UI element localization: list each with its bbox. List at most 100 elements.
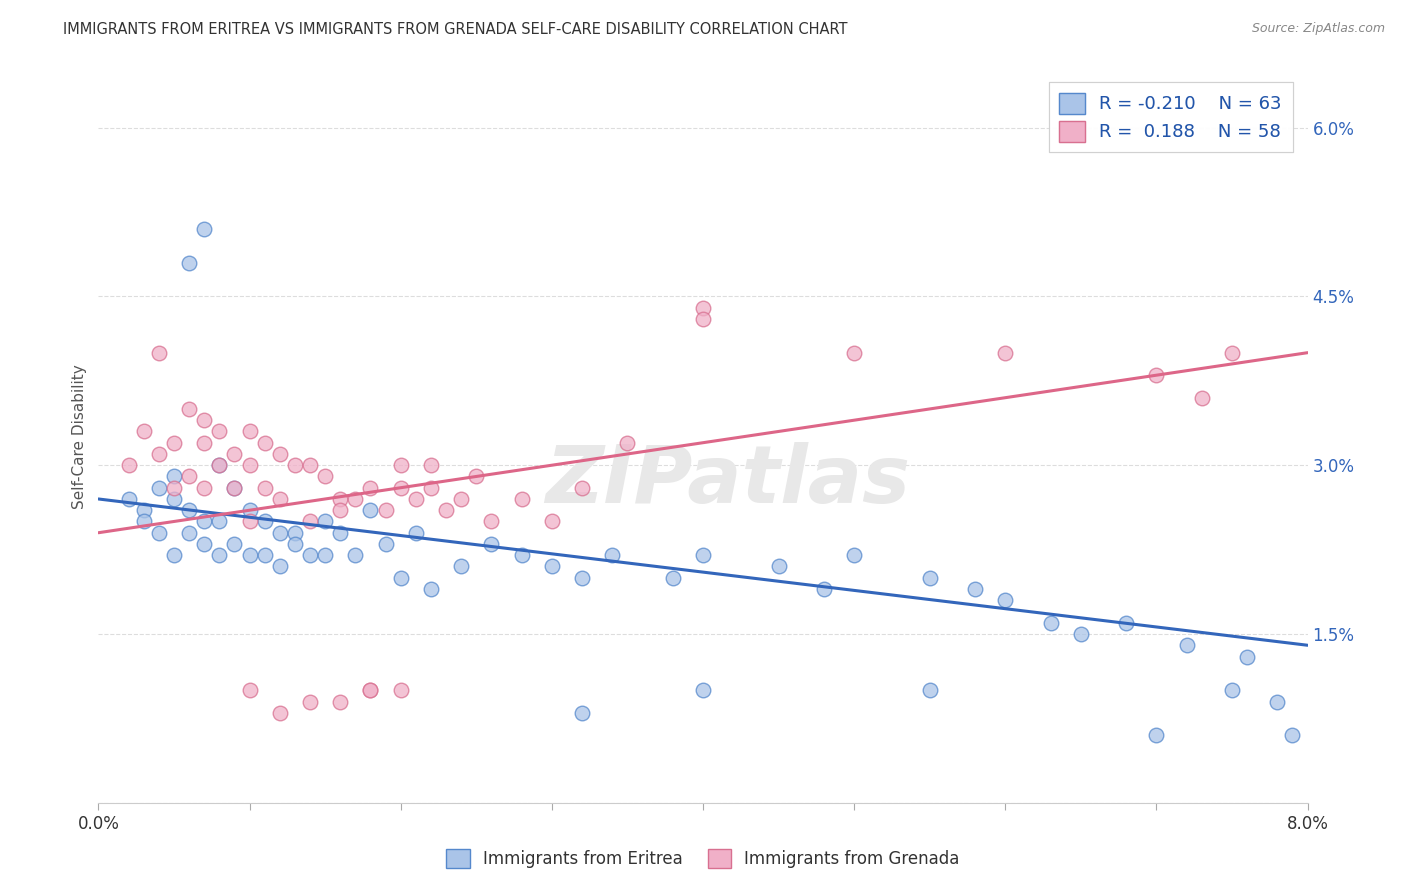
Point	[253, 515, 276, 529]
Point	[329, 491, 352, 506]
Point	[148, 447, 170, 461]
Point	[239, 503, 262, 517]
Point	[1115, 615, 1137, 630]
Point	[179, 503, 201, 517]
Point	[1281, 728, 1303, 742]
Point	[148, 525, 170, 540]
Point	[994, 593, 1017, 607]
Point	[1236, 649, 1258, 664]
Point	[299, 548, 322, 562]
Point	[844, 548, 866, 562]
Point	[571, 571, 593, 585]
Y-axis label: Self-Care Disability: Self-Care Disability	[72, 365, 87, 509]
Point	[163, 481, 186, 495]
Point	[132, 425, 155, 439]
Point	[965, 582, 987, 596]
Point	[118, 491, 141, 506]
Point	[208, 548, 231, 562]
Point	[208, 515, 231, 529]
Point	[465, 469, 488, 483]
Point	[813, 582, 835, 596]
Point	[193, 537, 215, 551]
Point	[374, 537, 396, 551]
Point	[661, 571, 683, 585]
Point	[239, 425, 262, 439]
Point	[1175, 638, 1198, 652]
Point	[148, 345, 170, 359]
Point	[299, 515, 322, 529]
Point	[510, 491, 533, 506]
Point	[314, 548, 336, 562]
Point	[163, 548, 186, 562]
Legend: R = -0.210    N = 63, R =  0.188    N = 58: R = -0.210 N = 63, R = 0.188 N = 58	[1049, 82, 1292, 153]
Point	[253, 548, 276, 562]
Point	[208, 425, 231, 439]
Point	[481, 515, 503, 529]
Point	[389, 481, 412, 495]
Point	[616, 435, 638, 450]
Point	[239, 548, 262, 562]
Point	[329, 503, 352, 517]
Point	[224, 481, 246, 495]
Point	[344, 491, 367, 506]
Text: IMMIGRANTS FROM ERITREA VS IMMIGRANTS FROM GRENADA SELF-CARE DISABILITY CORRELAT: IMMIGRANTS FROM ERITREA VS IMMIGRANTS FR…	[63, 22, 848, 37]
Point	[389, 458, 412, 473]
Point	[239, 683, 262, 698]
Point	[269, 525, 291, 540]
Point	[420, 481, 443, 495]
Point	[571, 481, 593, 495]
Point	[224, 447, 246, 461]
Point	[360, 683, 382, 698]
Point	[253, 435, 276, 450]
Point	[692, 548, 714, 562]
Point	[1146, 728, 1168, 742]
Point	[571, 706, 593, 720]
Text: Source: ZipAtlas.com: Source: ZipAtlas.com	[1251, 22, 1385, 36]
Point	[450, 491, 472, 506]
Point	[1220, 345, 1243, 359]
Point	[118, 458, 141, 473]
Point	[163, 491, 186, 506]
Point	[193, 481, 215, 495]
Point	[1220, 683, 1243, 698]
Point	[329, 694, 352, 708]
Point	[389, 683, 412, 698]
Point	[602, 548, 624, 562]
Point	[918, 571, 941, 585]
Point	[434, 503, 457, 517]
Point	[239, 515, 262, 529]
Point	[253, 481, 276, 495]
Point	[692, 301, 714, 315]
Point	[374, 503, 396, 517]
Point	[360, 481, 382, 495]
Point	[224, 481, 246, 495]
Point	[450, 559, 472, 574]
Point	[193, 515, 215, 529]
Point	[1070, 627, 1092, 641]
Point	[269, 706, 291, 720]
Point	[269, 559, 291, 574]
Point	[193, 435, 215, 450]
Text: ZIPatlas: ZIPatlas	[544, 442, 910, 520]
Point	[405, 491, 427, 506]
Point	[329, 525, 352, 540]
Point	[994, 345, 1017, 359]
Point	[314, 469, 336, 483]
Point	[299, 694, 322, 708]
Point	[224, 537, 246, 551]
Point	[360, 503, 382, 517]
Point	[179, 469, 201, 483]
Point	[163, 469, 186, 483]
Point	[179, 401, 201, 416]
Point	[692, 312, 714, 326]
Point	[1146, 368, 1168, 383]
Point	[284, 537, 307, 551]
Point	[918, 683, 941, 698]
Point	[1039, 615, 1062, 630]
Point	[299, 458, 322, 473]
Point	[239, 458, 262, 473]
Point	[1267, 694, 1289, 708]
Point	[540, 559, 562, 574]
Point	[269, 447, 291, 461]
Point	[284, 525, 307, 540]
